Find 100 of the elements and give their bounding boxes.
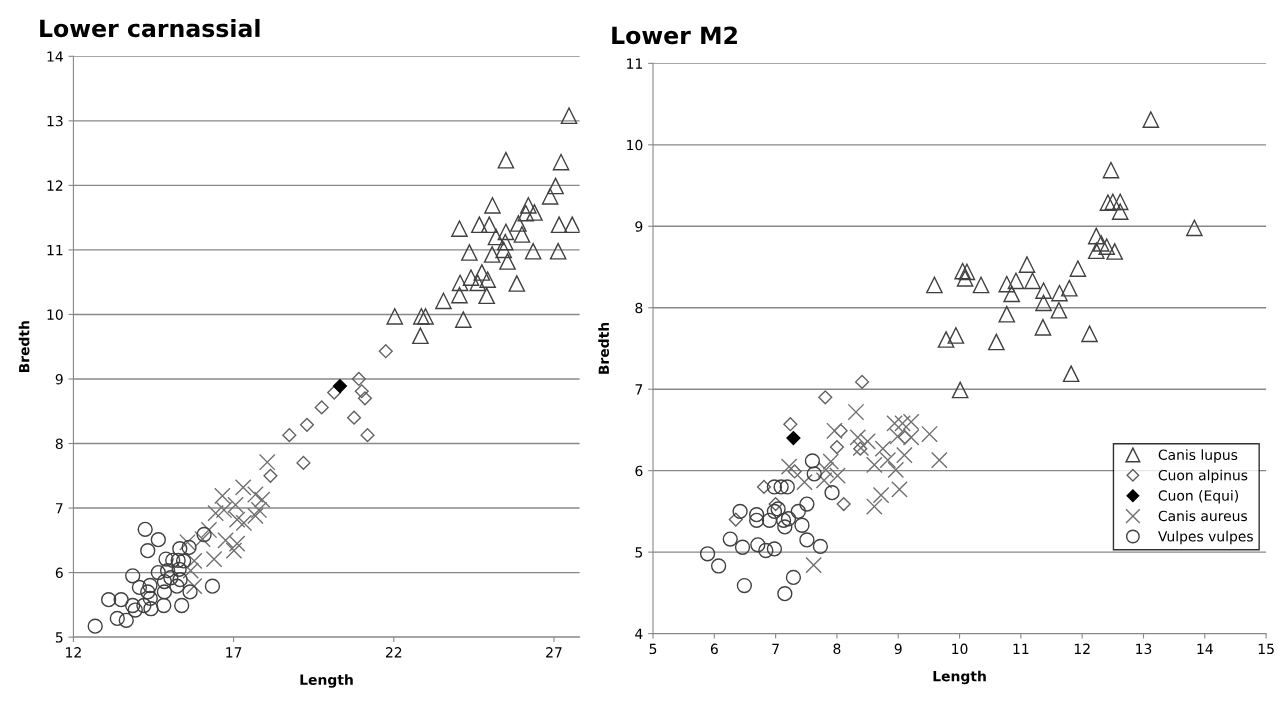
point: [547, 177, 564, 195]
point: [748, 512, 765, 529]
point: [794, 517, 810, 533]
point: [253, 491, 271, 508]
point: [891, 481, 908, 498]
point: [1111, 193, 1129, 211]
y-tick-label: 14: [47, 51, 63, 62]
point: [812, 538, 829, 555]
point: [205, 550, 223, 568]
point: [829, 467, 846, 484]
point: [250, 501, 268, 519]
legend-label: Canis lupus: [1158, 449, 1238, 463]
y-axis-title: Bredth: [18, 321, 30, 373]
point: [777, 519, 793, 535]
point: [780, 458, 798, 475]
point: [182, 562, 200, 579]
point: [469, 274, 487, 292]
point: [1087, 242, 1105, 260]
point: [182, 584, 198, 600]
point: [170, 552, 186, 568]
x-tick-label: 27: [546, 647, 562, 658]
point: [435, 292, 452, 310]
point: [118, 612, 134, 628]
point: [855, 374, 870, 389]
point: [495, 241, 513, 259]
point: [109, 610, 125, 627]
chart-title: Lower M2: [612, 26, 737, 45]
point: [150, 532, 166, 548]
point: [156, 573, 173, 590]
point: [1106, 243, 1124, 260]
point: [1007, 272, 1025, 290]
point: [247, 507, 264, 525]
point: [937, 331, 955, 348]
point: [185, 577, 203, 595]
x-tick-label: 10: [952, 643, 968, 655]
point: [799, 496, 815, 512]
point: [499, 253, 516, 270]
point: [470, 216, 488, 234]
point: [413, 308, 430, 325]
point: [699, 546, 716, 562]
point: [947, 327, 965, 344]
point: [156, 584, 173, 600]
point: [829, 439, 845, 455]
point: [1081, 325, 1098, 343]
x-tick-label: 5: [649, 643, 657, 655]
point: [172, 572, 188, 588]
point: [142, 590, 158, 607]
point: [790, 503, 806, 520]
point: [822, 453, 840, 471]
point: [496, 233, 514, 251]
point: [783, 417, 798, 432]
point: [282, 428, 297, 443]
point: [332, 379, 348, 394]
y-tick-label: 9: [635, 221, 643, 232]
point: [563, 216, 580, 234]
point: [847, 403, 865, 421]
point: [508, 275, 526, 292]
point: [887, 461, 905, 479]
point: [171, 561, 187, 577]
point: [815, 472, 833, 489]
x-tick-label: 14: [1197, 643, 1213, 654]
point: [549, 242, 567, 260]
legend-label: Canis aureus: [1158, 510, 1248, 522]
y-tick-label: 10: [47, 309, 63, 320]
point: [750, 537, 766, 553]
point: [1104, 193, 1122, 211]
point: [258, 453, 276, 471]
point: [826, 422, 843, 440]
point: [215, 501, 233, 519]
x-tick-label: 17: [226, 647, 242, 658]
point: [804, 453, 821, 469]
point: [1003, 285, 1021, 303]
point: [806, 466, 822, 482]
point: [454, 311, 472, 328]
point: [225, 542, 243, 559]
x-tick-label: 9: [894, 643, 902, 655]
point: [299, 417, 315, 432]
x-tick-label: 7: [772, 643, 779, 654]
point: [174, 597, 190, 614]
point: [817, 461, 835, 479]
point: [728, 512, 743, 527]
point: [786, 431, 801, 446]
point: [314, 400, 329, 415]
point: [473, 264, 491, 281]
point: [773, 479, 789, 495]
point: [998, 275, 1016, 293]
x-tick-label: 13: [1136, 643, 1152, 655]
point: [1142, 111, 1160, 128]
point: [207, 504, 224, 522]
y-tick-label: 7: [56, 503, 63, 514]
point: [480, 216, 498, 234]
point: [770, 501, 786, 517]
y-tick-label: 11: [47, 245, 63, 256]
legend-label: Vulpes vulpes: [1158, 530, 1253, 545]
point: [217, 531, 234, 549]
point: [766, 479, 783, 495]
y-tick-label: 12: [47, 180, 63, 191]
point: [156, 597, 172, 614]
point: [87, 618, 103, 634]
point: [748, 507, 765, 523]
